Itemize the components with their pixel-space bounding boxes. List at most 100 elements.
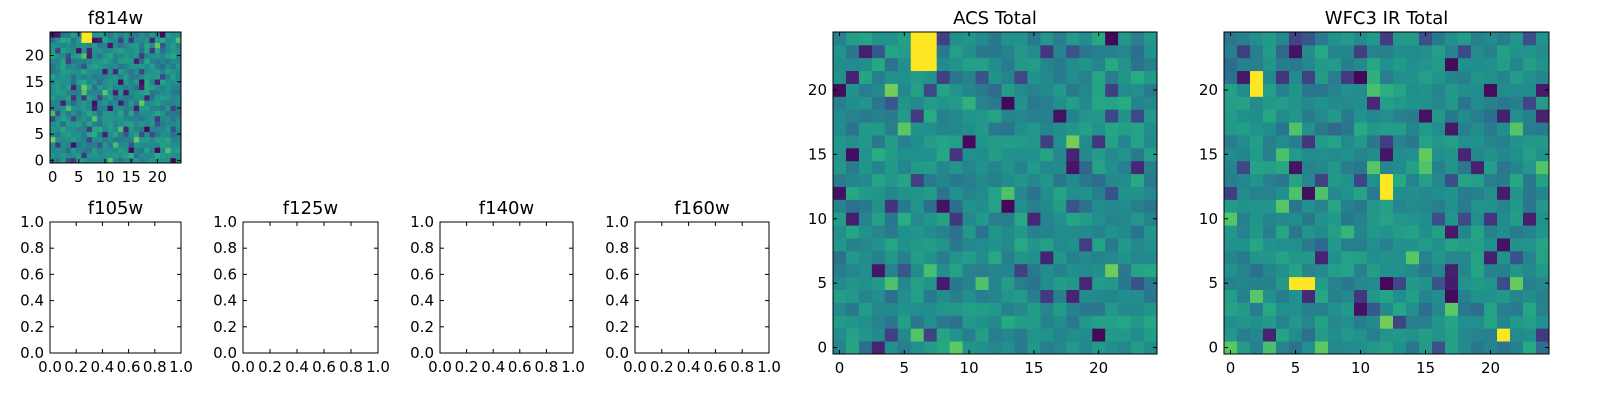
heatmap-cell [70, 32, 77, 38]
heatmap-cell [910, 173, 925, 187]
heatmap-cell [1014, 135, 1028, 149]
heatmap-cell [833, 238, 847, 252]
heatmap-cell [1144, 276, 1158, 290]
heatmap-cell [123, 94, 129, 101]
heatmap-cell [975, 147, 989, 162]
heatmap-cell [165, 52, 171, 59]
heatmap-cell [949, 250, 963, 265]
heatmap-cell [50, 142, 56, 148]
x-tick-label: 5 [74, 168, 84, 186]
heatmap-cell [50, 136, 56, 143]
heatmap-cell [1263, 199, 1277, 213]
heatmap-cell [1406, 289, 1420, 303]
heatmap-cell [1393, 57, 1407, 72]
heatmap-cell [949, 83, 963, 97]
heatmap-cell [1380, 70, 1394, 84]
heatmap-cell [910, 122, 925, 136]
heatmap-cell [123, 152, 129, 159]
heatmap-cell [1237, 212, 1251, 226]
heatmap-cell [128, 94, 135, 101]
x-tick-label: 0.6 [703, 358, 727, 376]
heatmap-cell [1131, 212, 1145, 226]
heatmap-cell [1393, 122, 1407, 136]
heatmap-cell [118, 110, 124, 117]
heatmap-cell [81, 73, 88, 80]
heatmap-cell [845, 83, 860, 97]
heatmap-cell [1471, 147, 1485, 162]
heatmap-cell [91, 157, 98, 164]
heatmap-cell [975, 238, 989, 252]
heatmap-cell [1066, 238, 1080, 252]
heatmap-cell [1289, 83, 1303, 97]
heatmap-cell [1380, 135, 1394, 149]
heatmap-cell [1250, 276, 1264, 290]
heatmap-cell [1040, 341, 1054, 355]
heatmap-cell [949, 328, 963, 342]
y-tick-label: 15 [808, 145, 827, 163]
heatmap-cell [1040, 315, 1054, 329]
heatmap-cell [936, 70, 951, 84]
heatmap-cell [1250, 70, 1264, 84]
heatmap-cell [149, 157, 156, 164]
heatmap-cell [1341, 225, 1355, 239]
heatmap-cell [1510, 160, 1524, 175]
heatmap-cell [858, 122, 873, 136]
heatmap-cell [1237, 302, 1251, 316]
heatmap-cell [1419, 302, 1433, 316]
heatmap-cell [962, 238, 976, 252]
heatmap-cell [97, 100, 103, 106]
heatmap-cell [936, 57, 951, 72]
heatmap-cell [1237, 96, 1251, 110]
heatmap-cell [91, 47, 98, 54]
x-tick-label: 0.0 [231, 358, 255, 376]
heatmap-cell [86, 152, 93, 159]
x-tick-label: 10 [1351, 359, 1370, 377]
heatmap-cell [154, 58, 161, 64]
heatmap-cell [923, 96, 938, 110]
heatmap-cell [897, 44, 912, 59]
heatmap-cell [170, 142, 177, 148]
heatmap-cell [133, 152, 140, 159]
heatmap-cell [845, 44, 860, 59]
heatmap-cell [1315, 186, 1329, 200]
heatmap-cell [60, 142, 67, 148]
heatmap-cell [165, 73, 171, 80]
heatmap-cell [1250, 263, 1264, 278]
heatmap-cell [1367, 289, 1381, 303]
heatmap-cell [975, 135, 989, 149]
heatmap-cell [65, 89, 72, 96]
heatmap-cell [1237, 57, 1251, 72]
heatmap-cell [962, 122, 976, 136]
heatmap-cell [1250, 44, 1264, 59]
heatmap-cell [1471, 32, 1485, 46]
heatmap-cell [923, 263, 938, 278]
heatmap-cell [1237, 160, 1251, 175]
heatmap-cell [1105, 302, 1119, 316]
heatmap-cell [936, 263, 951, 278]
heatmap-cell [1393, 328, 1407, 342]
heatmap-cell [97, 147, 103, 153]
heatmap-cell [175, 37, 182, 43]
heatmap-cell [910, 83, 925, 97]
heatmap-cell [149, 100, 156, 106]
heatmap-cell [123, 73, 129, 80]
heatmap-cell [1510, 70, 1524, 84]
heatmap-cell [123, 42, 129, 49]
heatmap-cell [1315, 250, 1329, 265]
heatmap-cell [1302, 122, 1316, 136]
heatmap-cell [975, 173, 989, 187]
heatmap-cell [1497, 263, 1511, 278]
heatmap-cell [1014, 147, 1028, 162]
heatmap-cell [128, 52, 135, 59]
heatmap-cell [97, 42, 103, 49]
heatmap-cell [107, 131, 114, 138]
heatmap-cell [65, 79, 72, 85]
heatmap-cell [1079, 302, 1093, 316]
heatmap-cell [1079, 122, 1093, 136]
heatmap-cell [1131, 160, 1145, 175]
heatmap-cell [1380, 186, 1394, 200]
heatmap-cell [139, 63, 145, 70]
heatmap-cell [1250, 250, 1264, 265]
heatmap-cell [160, 157, 166, 164]
heatmap-cell [118, 94, 124, 101]
